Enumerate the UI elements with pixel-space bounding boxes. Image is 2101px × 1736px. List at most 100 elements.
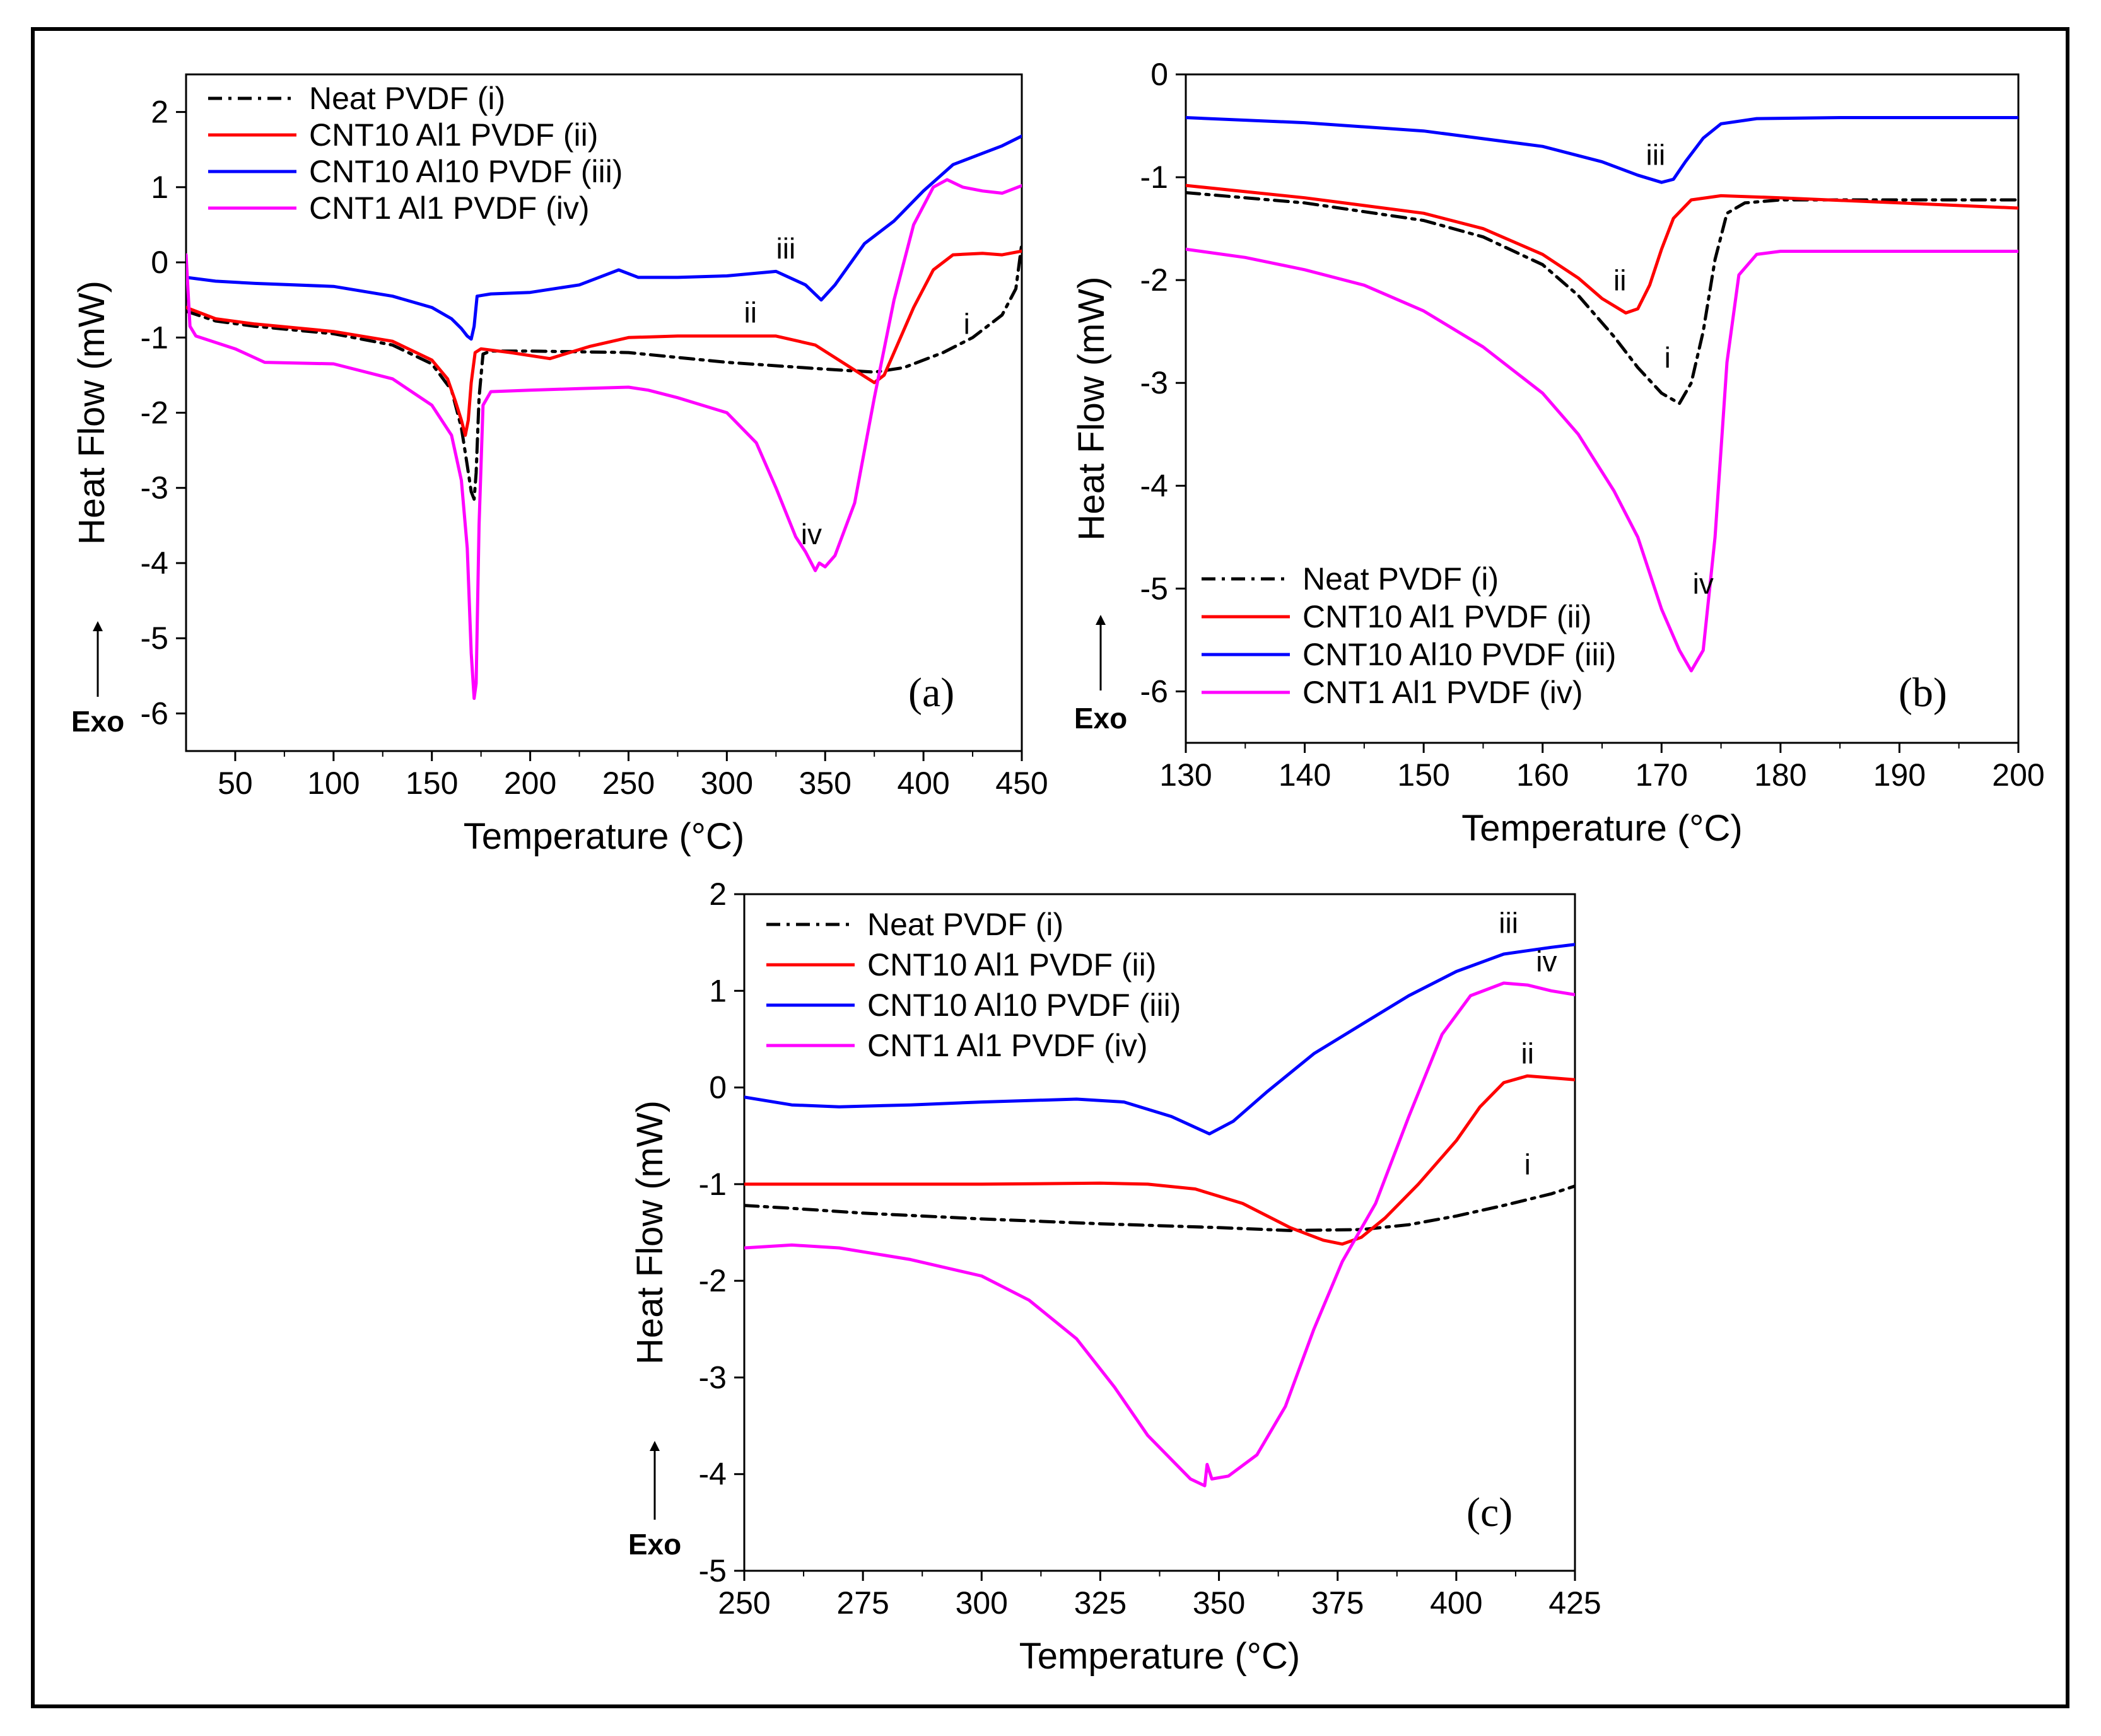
y-tick-label: -5 (699, 1553, 727, 1588)
y-axis-title: Heat Flow (mW) (1071, 277, 1112, 541)
legend-label-neat-pvdf-i: Neat PVDF (i) (309, 81, 505, 116)
legend-label-cnt10-al10-pvdf-iii: CNT10 Al10 PVDF (iii) (1302, 637, 1616, 672)
y-tick-label: -1 (699, 1167, 727, 1202)
y-tick-label: -4 (141, 545, 168, 581)
y-tick-label: -5 (1140, 571, 1168, 606)
y-tick-label: 2 (151, 95, 168, 130)
curve-label-i: i (964, 307, 970, 340)
x-tick-label: 150 (1397, 757, 1449, 793)
curve-label-iii: iii (776, 232, 796, 265)
panel-b: 130 140 150 160 170 180 190 200 0 -1 -2 -3 -4 -5 -6 Tem… (1071, 57, 2045, 849)
legend-label-cnt10-al1-pvdf-ii: CNT10 Al1 PVDF (ii) (867, 947, 1156, 982)
y-tick-label: 2 (709, 877, 727, 912)
x-tick-label: 200 (1992, 757, 2044, 793)
y-tick-label: -3 (141, 470, 168, 506)
x-tick-label: 130 (1159, 757, 1212, 793)
curve-label-iv: iv (1693, 568, 1714, 600)
x-tick-label: 350 (799, 766, 852, 801)
y-tick-label: -2 (141, 395, 168, 431)
y-tick-label: 0 (1150, 57, 1168, 92)
y-tick-label: -2 (1140, 262, 1168, 298)
x-axis-title: Temperature (°C) (1019, 1636, 1300, 1677)
series-line-cnt1-al1-pvdf-iv (1186, 247, 2018, 673)
figure-border (31, 27, 2069, 1708)
legend: Neat PVDF (i)CNT10 Al1 PVDF (ii)CNT10 Al… (208, 81, 623, 226)
x-tick-label: 170 (1636, 757, 1688, 793)
legend-label-cnt10-al10-pvdf-iii: CNT10 Al10 PVDF (iii) (867, 987, 1181, 1023)
y-tick-label: -2 (699, 1263, 727, 1298)
legend: Neat PVDF (i)CNT10 Al1 PVDF (ii)CNT10 Al… (1202, 561, 1616, 710)
x-axis-title: Temperature (°C) (464, 816, 744, 857)
x-tick-label: 160 (1516, 757, 1569, 793)
x-tick-label: 400 (897, 766, 949, 801)
x-tick-label: 100 (307, 766, 360, 801)
series-line-neat-pvdf-i (186, 242, 1022, 501)
legend-label-cnt1-al1-pvdf-iv: CNT1 Al1 PVDF (iv) (867, 1028, 1148, 1063)
series-line-neat-pvdf-i (1186, 191, 2018, 405)
y-tick-label: 0 (151, 245, 168, 280)
x-tick-label: 300 (956, 1585, 1008, 1621)
x-tick-label: 150 (406, 766, 458, 801)
y-axis-title: Heat Flow (mW) (71, 281, 112, 545)
exo-label: Exo (628, 1528, 681, 1561)
x-tick-label: 375 (1311, 1585, 1364, 1621)
x-tick-label: 350 (1193, 1585, 1245, 1621)
x-tick-label: 140 (1279, 757, 1331, 793)
legend: Neat PVDF (i)CNT10 Al1 PVDF (ii)CNT10 Al… (766, 907, 1181, 1063)
panel-c: 250 275 300 325 350 375 400 425 2 1 0 -1 -2 -3 -4 -5 Tem… (628, 877, 1601, 1677)
exo-arrow-head (650, 1441, 660, 1451)
y-tick-label: -1 (1140, 160, 1168, 195)
x-tick-label: 50 (218, 766, 253, 801)
exo-arrow-head (1096, 615, 1106, 625)
legend-label-cnt10-al1-pvdf-ii: CNT10 Al1 PVDF (ii) (1302, 599, 1591, 634)
x-tick-label: 425 (1548, 1585, 1601, 1621)
x-tick-label: 250 (602, 766, 655, 801)
series-line-cnt10-al10-pvdf-iii (744, 943, 1575, 1136)
legend-label-cnt10-al1-pvdf-ii: CNT10 Al1 PVDF (ii) (309, 117, 598, 153)
y-tick-label: -4 (1140, 468, 1168, 503)
y-tick-label: 1 (151, 170, 168, 205)
x-tick-label: 450 (995, 766, 1048, 801)
y-tick-label: -3 (699, 1360, 727, 1395)
x-tick-label: 275 (836, 1585, 889, 1621)
series-line-cnt10-al10-pvdf-iii (186, 134, 1022, 341)
exo-label: Exo (1074, 702, 1127, 735)
x-tick-label: 250 (718, 1585, 770, 1621)
series-line-cnt10-al1-pvdf-ii (1186, 184, 2018, 315)
curve-label-ii: ii (1521, 1037, 1534, 1069)
curve-label-i: i (1665, 341, 1671, 374)
legend-label-cnt1-al1-pvdf-iv: CNT1 Al1 PVDF (iv) (309, 190, 590, 226)
panel-label: (a) (908, 670, 954, 716)
curve-label-iii: iii (1499, 906, 1518, 939)
y-axis-title: Heat Flow (mW) (629, 1100, 670, 1365)
series-line-cnt10-al1-pvdf-ii (744, 1074, 1575, 1246)
series-line-cnt1-al1-pvdf-iv (744, 981, 1575, 1488)
series-group (186, 134, 1022, 700)
series-group (744, 943, 1575, 1488)
series-group (1186, 116, 2018, 673)
panel-label: (b) (1899, 670, 1947, 716)
exo-arrow-head (93, 621, 103, 631)
curve-label-iv: iv (801, 518, 822, 551)
legend-label-cnt10-al10-pvdf-iii: CNT10 Al10 PVDF (iii) (309, 154, 623, 189)
y-tick-label: -5 (141, 620, 168, 656)
y-tick-label: 1 (709, 973, 727, 1008)
y-tick-label: -1 (141, 320, 168, 355)
x-tick-label: 190 (1873, 757, 1926, 793)
y-tick-label: -6 (141, 696, 168, 731)
legend-label-cnt1-al1-pvdf-iv: CNT1 Al1 PVDF (iv) (1302, 675, 1583, 710)
exo-label: Exo (71, 705, 124, 738)
x-axis-title: Temperature (°C) (1461, 808, 1742, 849)
series-line-cnt10-al10-pvdf-iii (1186, 116, 2018, 184)
series-line-cnt10-al1-pvdf-ii (186, 249, 1022, 437)
panel-a: 50 100 150 200 250 300 350 400 450 2 1 0 -1 -2 -3 -4 -5 -… (71, 73, 1048, 857)
x-tick-label: 200 (504, 766, 556, 801)
x-tick-label: 325 (1074, 1585, 1127, 1621)
curve-label-ii: ii (744, 296, 757, 329)
y-tick-label: -6 (1140, 673, 1168, 709)
curve-label-iv: iv (1536, 945, 1557, 978)
x-tick-label: 400 (1430, 1585, 1482, 1621)
x-tick-label: 180 (1754, 757, 1806, 793)
legend-label-neat-pvdf-i: Neat PVDF (i) (1302, 561, 1499, 597)
